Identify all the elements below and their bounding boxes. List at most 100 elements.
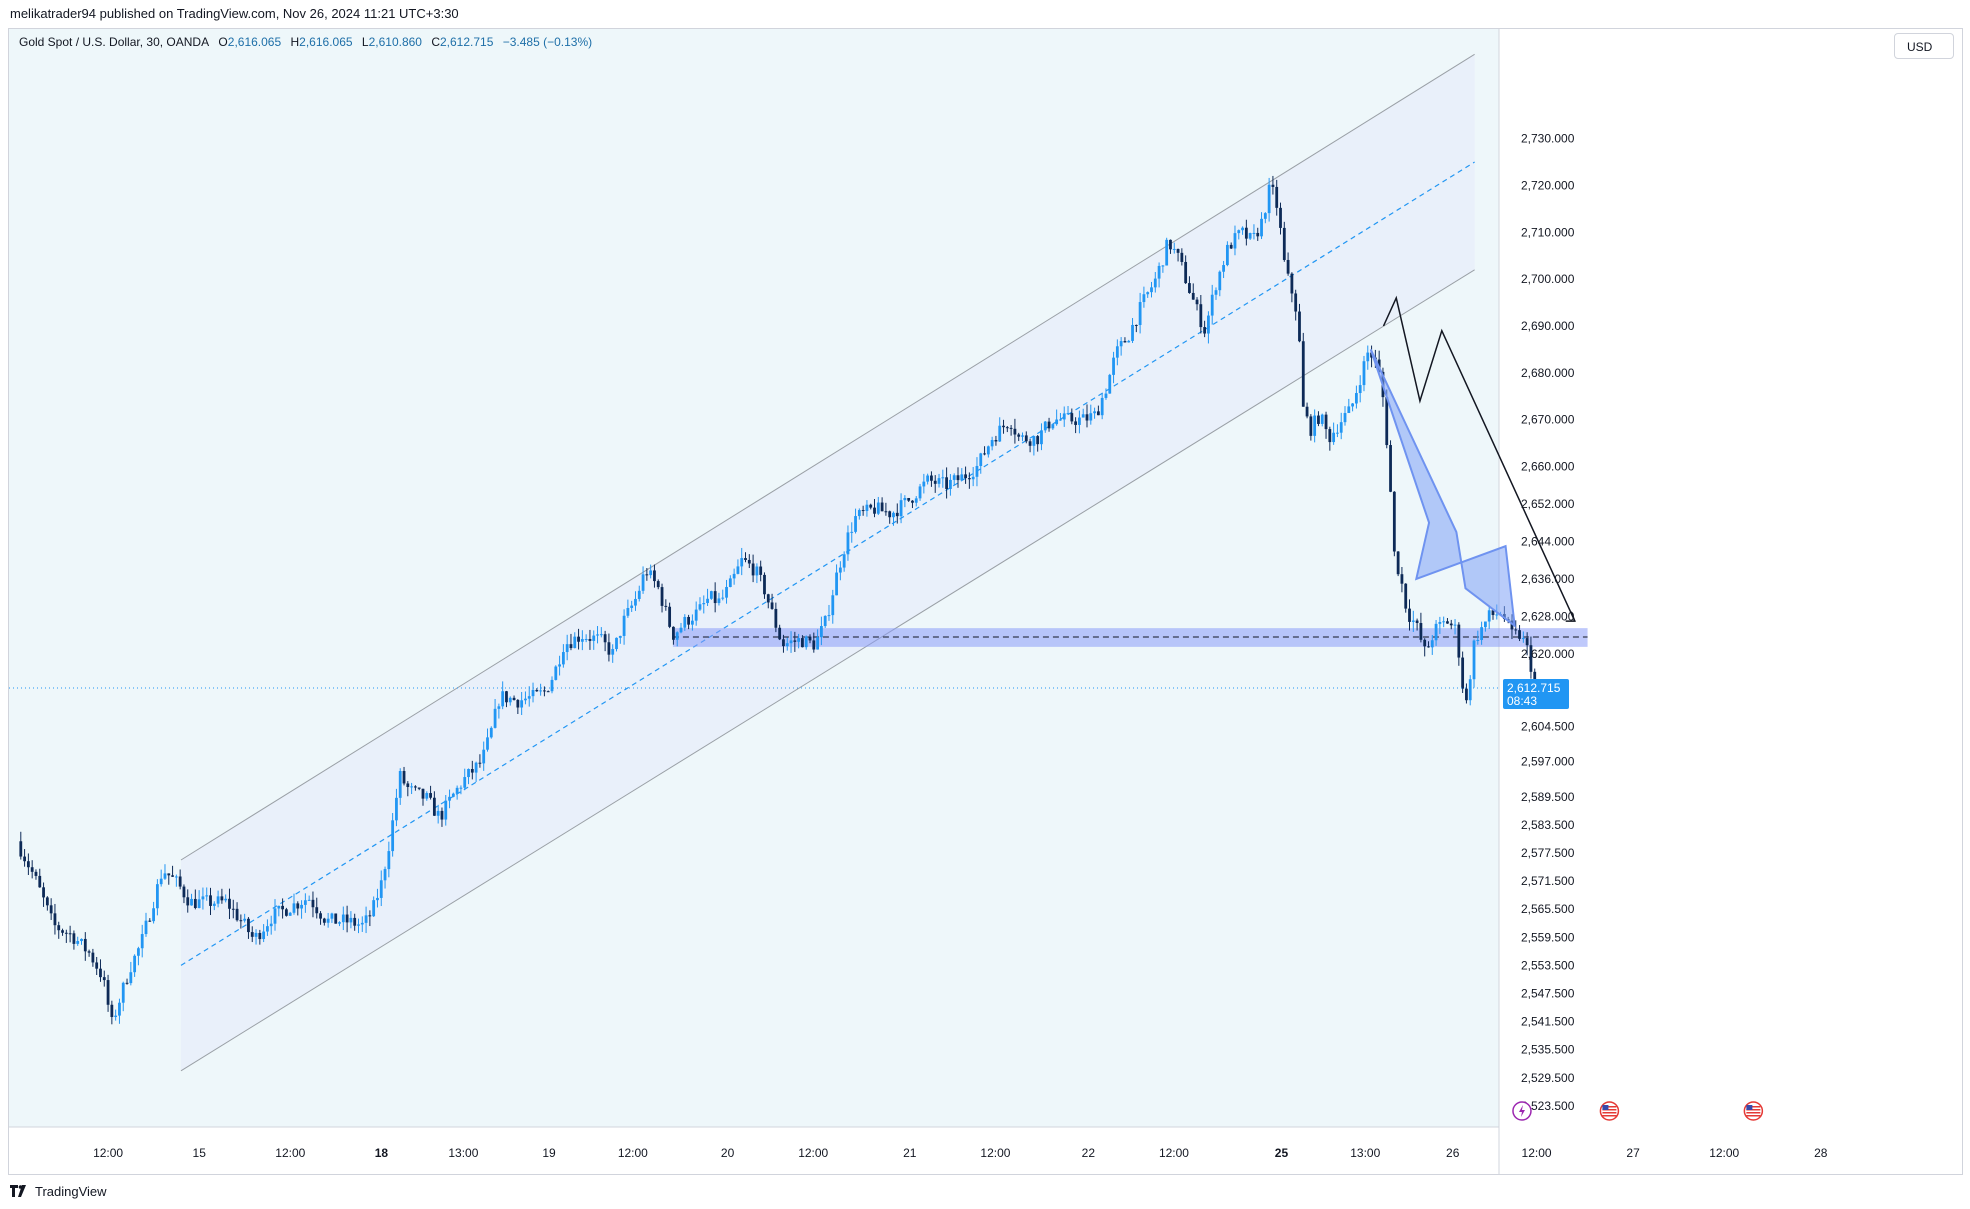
- candle-body: [91, 952, 95, 963]
- candle-body: [615, 637, 618, 650]
- candle-body: [414, 786, 417, 788]
- currency-button[interactable]: USD: [1894, 33, 1954, 59]
- candle-body: [288, 912, 292, 916]
- candle-body: [1146, 292, 1150, 295]
- candle-body: [387, 851, 391, 870]
- candle-body: [493, 708, 497, 728]
- tradingview-logo-icon: [10, 1185, 30, 1197]
- candle-body: [1256, 232, 1260, 237]
- price-tick-label: 2,529.500: [1521, 1071, 1575, 1085]
- tradingview-brand: TradingView: [35, 1183, 107, 1199]
- candle-body: [1263, 213, 1267, 219]
- candle-body: [1013, 428, 1017, 435]
- candle-body: [266, 926, 269, 932]
- footer-brand[interactable]: TradingView: [10, 1180, 107, 1202]
- candle-body: [205, 895, 209, 897]
- candle-body: [687, 616, 690, 625]
- candle-body: [827, 615, 831, 617]
- candle-body: [861, 510, 865, 512]
- candle-body: [706, 598, 709, 604]
- candle-body: [524, 698, 527, 701]
- candle-body: [1153, 278, 1157, 288]
- candle-body: [167, 873, 171, 876]
- candle-body: [448, 796, 451, 801]
- candle-body: [1366, 352, 1370, 362]
- candle-body: [1260, 218, 1263, 237]
- candle-body: [364, 915, 368, 923]
- candle-body: [1514, 629, 1518, 631]
- candle-body: [1252, 232, 1256, 234]
- candle-body: [1271, 184, 1275, 187]
- candle-body: [535, 689, 539, 692]
- candle-body: [926, 475, 930, 482]
- candle-body: [998, 425, 1002, 442]
- price-chart[interactable]: 2,730.000 2,720.000 2,710.000 2,700.000 2,69…: [9, 29, 1963, 1175]
- time-tick-label: 27: [1626, 1146, 1640, 1160]
- candle-body: [174, 876, 178, 878]
- change-value: −3.485 (−0.13%): [502, 35, 593, 49]
- candle-body: [1089, 413, 1093, 421]
- candle-body: [1036, 436, 1040, 445]
- time-axis-background: [9, 1127, 1499, 1174]
- candle-body: [118, 1002, 121, 1016]
- candle-body: [573, 636, 577, 649]
- open-label: O: [218, 35, 228, 49]
- candle-body: [322, 918, 326, 923]
- candle-body: [133, 955, 137, 973]
- candle-body: [1157, 265, 1161, 279]
- time-tick-label: 21: [903, 1146, 917, 1160]
- candle-body: [1457, 624, 1461, 658]
- candle-body: [1225, 244, 1229, 266]
- time-tick-label: 19: [542, 1146, 556, 1160]
- candle-body: [1165, 239, 1169, 266]
- candle-body: [1427, 646, 1430, 648]
- candle-body: [42, 887, 45, 898]
- candle-body: [277, 905, 281, 909]
- candle-body: [804, 636, 808, 648]
- candle-body: [857, 510, 861, 517]
- candle-body: [360, 922, 364, 925]
- candle-body: [945, 477, 949, 489]
- candle-body: [558, 664, 561, 667]
- candle-body: [755, 566, 759, 576]
- us-flag-icon: [1743, 1101, 1764, 1121]
- candle-body: [311, 899, 315, 908]
- candle-body: [683, 616, 687, 628]
- candle-body: [19, 841, 23, 857]
- candle-body: [190, 898, 193, 906]
- candle-body: [1521, 638, 1525, 640]
- candle-body: [1005, 427, 1009, 429]
- candle-body: [1138, 302, 1142, 325]
- candle-body: [1207, 315, 1210, 334]
- candle-body: [410, 786, 414, 788]
- candle-body: [892, 512, 895, 518]
- candle-body: [1385, 397, 1389, 446]
- candle-body: [182, 886, 186, 898]
- candle-body: [1449, 623, 1453, 626]
- candle-body: [956, 475, 960, 481]
- candle-body: [1336, 432, 1339, 434]
- candle-body: [1351, 403, 1354, 407]
- candle-body: [129, 972, 133, 984]
- candle-body: [455, 787, 459, 794]
- symbol-title[interactable]: Gold Spot / U.S. Dollar, 30, OANDA: [19, 35, 210, 49]
- candle-body: [1188, 283, 1191, 293]
- candle-body: [949, 479, 952, 489]
- candle-body: [425, 793, 429, 799]
- candle-body: [717, 598, 721, 604]
- candle-body: [941, 477, 945, 479]
- candle-body: [596, 634, 599, 636]
- time-tick-label: 18: [375, 1146, 389, 1160]
- candle-body: [250, 932, 254, 937]
- candle-body: [421, 788, 425, 799]
- price-tick-label: 2,720.000: [1521, 178, 1575, 192]
- candle-body: [561, 652, 565, 665]
- candle-body: [508, 697, 512, 703]
- candle-body: [216, 896, 220, 904]
- candle-body: [808, 636, 812, 641]
- candle-body: [1241, 227, 1244, 231]
- candle-body: [1021, 435, 1024, 437]
- candle-body: [1290, 273, 1294, 294]
- chart-frame[interactable]: 2,730.000 2,720.000 2,710.000 2,700.000 2,69…: [8, 28, 1963, 1175]
- candle-body: [224, 898, 228, 901]
